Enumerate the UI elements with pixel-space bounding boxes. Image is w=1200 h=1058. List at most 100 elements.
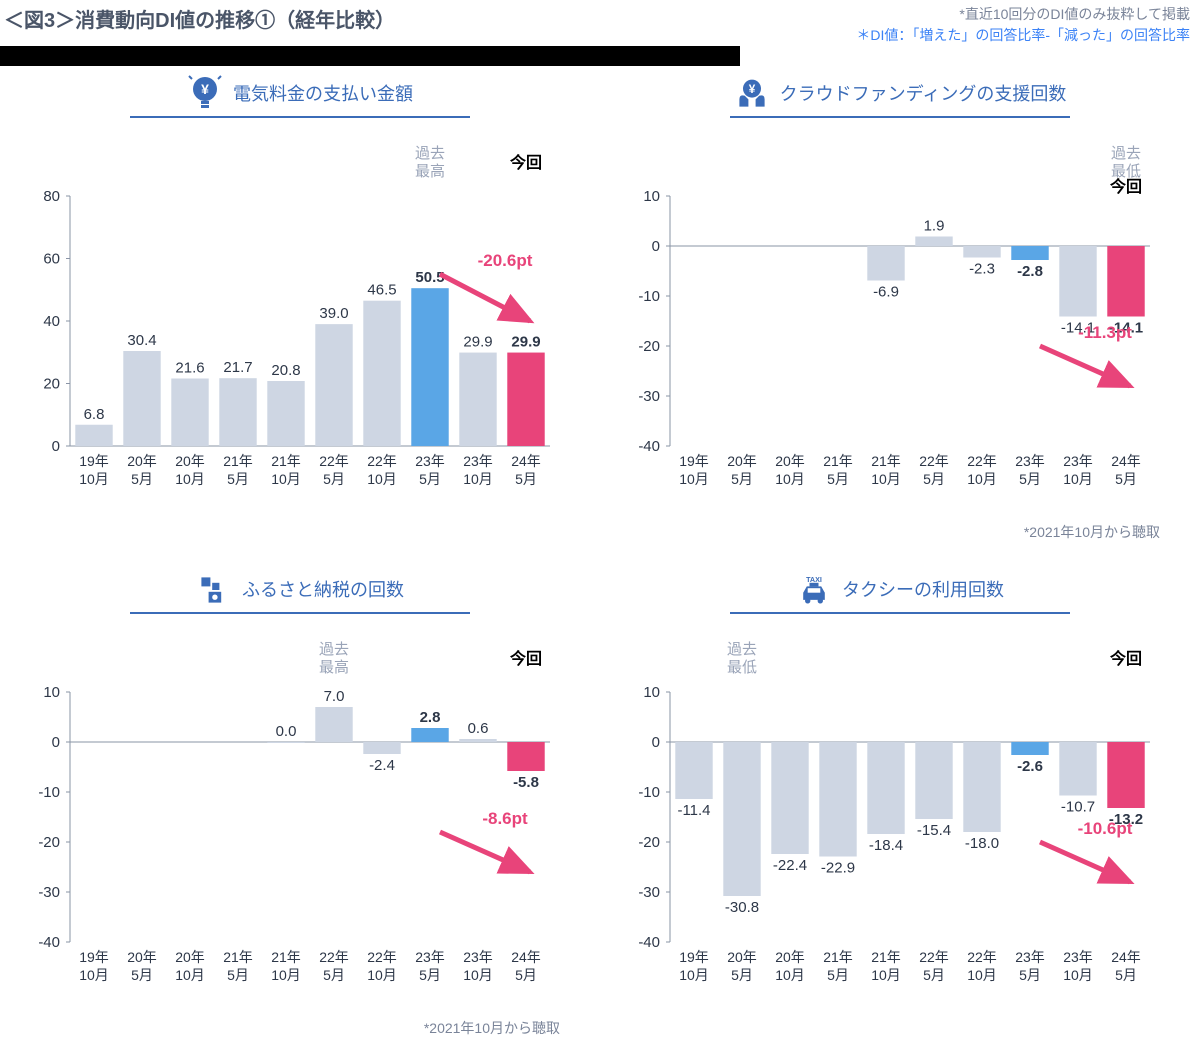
taxi-icon: TAXI (796, 572, 832, 608)
bar-value-9: -5.8 (513, 774, 539, 791)
delta-text: -10.6pt (1078, 819, 1133, 838)
figure-title: ＜図3＞消費動向DI値の推移①（経年比較） (0, 4, 395, 33)
chart-taxi: -40-30-20-10010-11.4-30.8-22.4-22.9-18.4… (620, 622, 1160, 1022)
bar-4 (267, 381, 304, 446)
y-tick-label: -30 (638, 388, 660, 405)
x-label-5-1: 22年 (919, 453, 949, 469)
x-label-4-1: 21年 (871, 949, 901, 965)
delta-text: -20.6pt (478, 251, 533, 270)
x-label-6-1: 22年 (967, 453, 997, 469)
bar-value-6: -2.3 (969, 261, 995, 278)
x-label-6-2: 10月 (367, 967, 397, 983)
bar-8 (1059, 742, 1096, 796)
x-label-9-2: 5月 (1115, 471, 1137, 487)
bar-value-4: 0.0 (276, 723, 297, 740)
x-label-4-2: 10月 (271, 967, 301, 983)
bar-4 (867, 742, 904, 834)
x-label-6-1: 22年 (367, 949, 397, 965)
bar-value-7: 2.8 (420, 709, 441, 726)
chart-title: ふるさと納税の回数 (242, 576, 404, 604)
x-label-6-2: 10月 (967, 967, 997, 983)
x-label-7-2: 5月 (1019, 967, 1041, 983)
y-tick-label: 80 (43, 188, 60, 205)
bar-value-7: -2.6 (1017, 758, 1043, 775)
bar-2 (171, 379, 208, 447)
x-label-0-2: 10月 (79, 471, 109, 487)
bulb-yen-icon: ¥ (187, 76, 223, 112)
chart-box-taxi: TAXI タクシーの利用回数 -40-30-20-10010-11.4-30.8… (620, 572, 1180, 1038)
x-label-6-1: 22年 (367, 453, 397, 469)
bar-value-4: 20.8 (271, 362, 300, 379)
x-label-7-1: 23年 (1015, 453, 1045, 469)
bar-9 (1107, 742, 1144, 808)
bar-5 (915, 237, 952, 247)
y-tick-label: -20 (38, 834, 60, 851)
x-label-3-2: 5月 (227, 967, 249, 983)
x-label-5-2: 5月 (923, 471, 945, 487)
bar-5 (315, 324, 352, 446)
badge-label: 過去 (727, 641, 757, 658)
y-tick-label: -40 (638, 934, 660, 951)
y-tick-label: -10 (638, 784, 660, 801)
y-tick-label: 0 (652, 238, 660, 255)
y-tick-label: 10 (643, 684, 660, 701)
chart-title-underline (730, 612, 1070, 614)
x-label-3-2: 5月 (827, 967, 849, 983)
x-label-4-1: 21年 (271, 453, 301, 469)
chart-title: クラウドファンディングの支援回数 (780, 80, 1067, 108)
today-label: 今回 (509, 649, 542, 668)
figure-notes: *直近10回分のDI値のみ抜粋して掲載 ＊DI値：「増えた」の回答比率-「減った… (856, 4, 1190, 46)
bar-value-4: -18.4 (869, 837, 903, 854)
bar-6 (363, 742, 400, 754)
today-label: 今回 (1109, 649, 1142, 668)
badge-label-2: 最高 (415, 163, 445, 180)
badge-label: 過去 (1111, 145, 1141, 162)
x-label-6-2: 10月 (367, 471, 397, 487)
x-label-1-1: 20年 (727, 453, 757, 469)
svg-text:¥: ¥ (748, 83, 755, 96)
bar-7 (411, 288, 448, 446)
bar-1 (723, 742, 760, 896)
y-tick-label: 60 (43, 251, 60, 268)
chart-electricity: 0204060806.830.421.621.720.839.046.550.5… (20, 126, 560, 526)
bar-value-5: 39.0 (319, 305, 348, 322)
bar-value-3: -22.9 (821, 860, 855, 877)
bar-4 (867, 246, 904, 281)
delta-arrow (440, 832, 530, 872)
bar-6 (963, 742, 1000, 832)
bar-3 (819, 742, 856, 857)
x-label-3-1: 21年 (823, 453, 853, 469)
x-label-0-1: 19年 (679, 949, 709, 965)
y-tick-label: -40 (38, 934, 60, 951)
x-label-7-1: 23年 (415, 453, 445, 469)
bar-value-7: -2.8 (1017, 263, 1043, 280)
today-label: 今回 (509, 153, 542, 172)
x-label-8-1: 23年 (463, 949, 493, 965)
chart-box-electricity: ¥ 電気料金の支払い金額 0204060806.830.421.621.720.… (20, 76, 580, 542)
x-label-5-1: 22年 (919, 949, 949, 965)
chart-title-row: ふるさと納税の回数 (20, 572, 580, 608)
x-label-8-1: 23年 (1063, 949, 1093, 965)
x-label-9-1: 24年 (511, 453, 541, 469)
bar-value-0: 6.8 (84, 406, 105, 423)
bar-value-2: 21.6 (175, 360, 204, 377)
x-label-6-1: 22年 (967, 949, 997, 965)
y-tick-label: 0 (52, 438, 60, 455)
x-label-9-1: 24年 (1111, 453, 1141, 469)
bar-value-4: -6.9 (873, 284, 899, 301)
bar-value-6: -2.4 (369, 757, 395, 774)
badge-label-2: 最高 (319, 659, 349, 676)
x-label-3-2: 5月 (827, 471, 849, 487)
x-label-8-2: 10月 (1063, 471, 1093, 487)
bar-value-5: 7.0 (324, 688, 345, 705)
chart-title: タクシーの利用回数 (842, 576, 1004, 604)
bar-8 (1059, 246, 1096, 317)
badge-label-2: 最低 (1111, 163, 1141, 180)
x-label-3-1: 21年 (223, 453, 253, 469)
bar-7 (1011, 742, 1048, 755)
x-label-5-2: 5月 (323, 471, 345, 487)
x-label-1-2: 5月 (731, 967, 753, 983)
chart-title-underline (730, 116, 1070, 118)
chart-title-underline (130, 612, 470, 614)
x-label-0-2: 10月 (79, 967, 109, 983)
